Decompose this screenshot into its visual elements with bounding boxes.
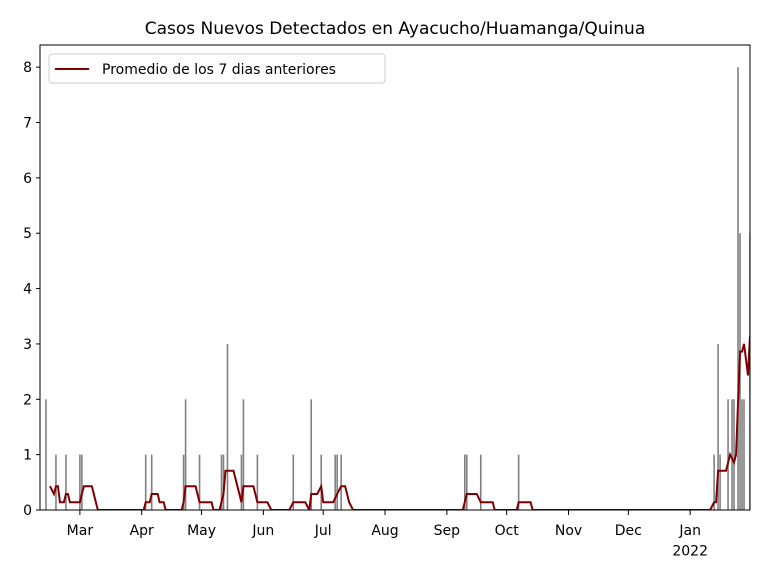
bar [81, 454, 83, 510]
bar [55, 454, 57, 510]
x-tick-label: Aug [371, 523, 398, 539]
bar [743, 399, 745, 510]
legend-label: Promedio de los 7 dias anteriores [102, 62, 336, 78]
y-tick-label: 7 [23, 116, 32, 132]
x-tick-label: Jul [314, 523, 332, 539]
bar [65, 454, 67, 510]
bar [198, 454, 201, 510]
bar [336, 454, 338, 510]
bar [713, 454, 715, 510]
bar [242, 399, 245, 510]
x-tick-label: Apr [130, 523, 154, 539]
y-tick-label: 6 [23, 171, 32, 187]
bar [256, 454, 259, 510]
x-tick-label: Jun [251, 523, 274, 539]
bar [226, 343, 229, 510]
bar [240, 454, 243, 510]
chart-title: Casos Nuevos Detectados en Ayacucho/Huam… [145, 19, 646, 39]
bar [45, 399, 47, 510]
bar [464, 454, 466, 510]
line [49, 336, 750, 510]
bar [517, 454, 520, 510]
x-tick-label: Dec [615, 523, 642, 539]
x-tick-label: Sep [434, 523, 461, 539]
x-tick-label: Oct [495, 523, 520, 539]
bar [79, 454, 81, 510]
x-tick-label: Nov [555, 523, 582, 539]
bar [220, 454, 223, 510]
y-tick-label: 4 [23, 282, 32, 298]
y-tick-label: 5 [23, 226, 32, 242]
x-tick-label: May [187, 523, 216, 539]
plot-frame [39, 44, 751, 511]
bar [727, 399, 729, 510]
bar [719, 454, 721, 510]
y-tick-label: 0 [23, 503, 32, 519]
bar [479, 454, 482, 510]
bar [717, 343, 719, 510]
y-tick-label: 8 [23, 60, 32, 76]
bar [292, 454, 295, 510]
x-tick-label: Mar [67, 523, 94, 539]
y-tick-label: 2 [23, 392, 32, 408]
bar [466, 454, 468, 510]
bar [144, 454, 147, 510]
bar [184, 399, 187, 510]
y-tick-label: 1 [23, 448, 32, 464]
bar [150, 454, 153, 510]
bar [733, 399, 735, 510]
bar [741, 399, 743, 510]
bar [310, 399, 313, 510]
bar [320, 454, 323, 510]
bar [737, 67, 739, 510]
y-tick-label: 3 [23, 337, 32, 353]
legend-box [48, 53, 386, 84]
bar [731, 399, 733, 510]
plot-area [45, 67, 750, 510]
bar [340, 454, 342, 510]
bar [182, 454, 185, 510]
bar [334, 454, 336, 510]
x-tick-label: Jan 2022 [672, 523, 708, 559]
